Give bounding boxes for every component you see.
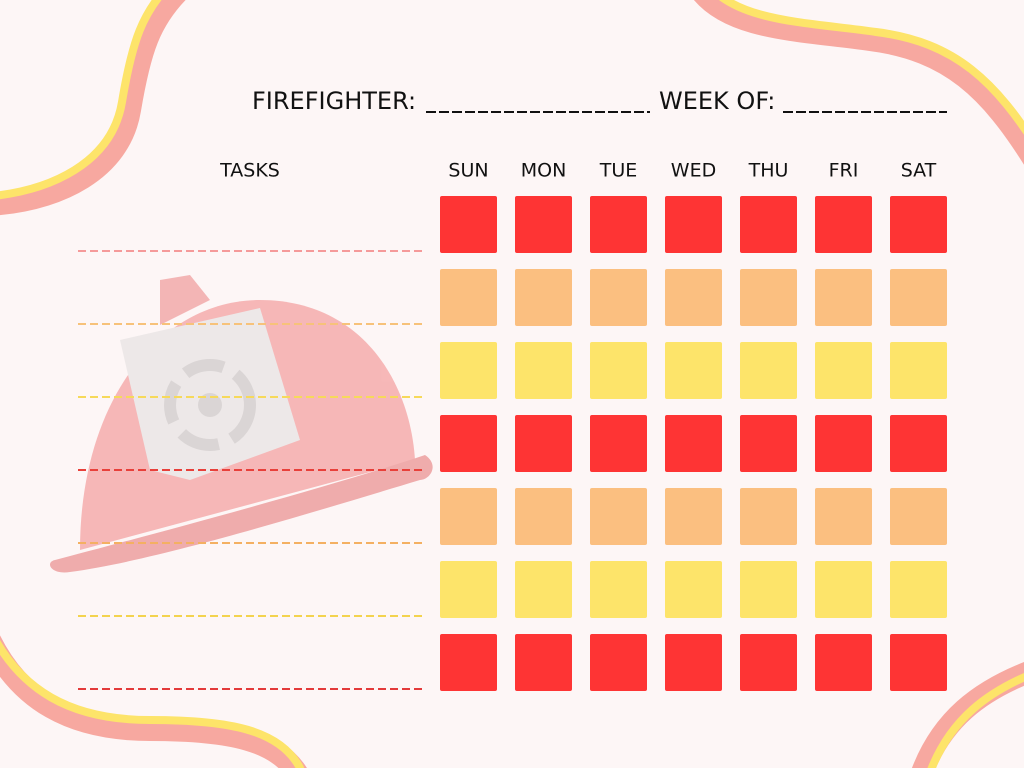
- wave: [0, 635, 307, 768]
- check-box: [440, 269, 497, 326]
- check-box: [440, 196, 497, 253]
- check-box: [740, 561, 797, 618]
- check-box: [890, 561, 947, 618]
- check-box: [440, 342, 497, 399]
- check-box: [890, 634, 947, 691]
- check-box: [665, 415, 722, 472]
- check-box: [740, 196, 797, 253]
- badge-emblem: [164, 359, 256, 451]
- check-box: [515, 342, 572, 399]
- day-label: TUE: [599, 160, 638, 182]
- wave: [0, 0, 186, 216]
- check-box: [515, 196, 572, 253]
- wave: [0, 0, 162, 200]
- wave: [0, 640, 304, 768]
- check-box: [815, 269, 872, 326]
- check-box: [815, 634, 872, 691]
- check-box: [590, 415, 647, 472]
- check-box: [815, 561, 872, 618]
- tasks-label: TASKS: [219, 160, 280, 182]
- week-label: WEEK OF:: [659, 87, 775, 115]
- check-box: [815, 415, 872, 472]
- check-box: [590, 488, 647, 545]
- check-box: [440, 634, 497, 691]
- check-box: [740, 269, 797, 326]
- check-box: [515, 561, 572, 618]
- check-box: [590, 269, 647, 326]
- check-box: [515, 488, 572, 545]
- check-box: [740, 634, 797, 691]
- check-box: [440, 561, 497, 618]
- check-box: [665, 196, 722, 253]
- check-box: [815, 342, 872, 399]
- check-box: [590, 196, 647, 253]
- badge-emblem: [198, 393, 222, 417]
- check-box: [590, 342, 647, 399]
- check-box: [665, 488, 722, 545]
- check-box: [440, 488, 497, 545]
- check-box: [890, 269, 947, 326]
- check-box: [665, 342, 722, 399]
- chart-grid: SUN MON TUE WED THU FRI SAT: [78, 160, 947, 691]
- day-label: MON: [521, 160, 567, 182]
- check-box: [740, 342, 797, 399]
- check-box: [740, 415, 797, 472]
- check-box: [440, 415, 497, 472]
- day-label: WED: [671, 160, 716, 182]
- day-label: SUN: [448, 160, 488, 182]
- check-box: [515, 634, 572, 691]
- day-label: SAT: [901, 160, 937, 182]
- helmet-illustration: [50, 275, 433, 573]
- check-box: [890, 415, 947, 472]
- check-box: [890, 342, 947, 399]
- wave: [719, 0, 1024, 135]
- check-box: [590, 634, 647, 691]
- helmet-crest: [160, 275, 210, 325]
- day-label: FRI: [829, 160, 859, 182]
- check-box: [815, 488, 872, 545]
- name-label: FIREFIGHTER:: [252, 87, 416, 115]
- day-label: THU: [748, 160, 789, 182]
- check-box: [590, 561, 647, 618]
- check-box: [815, 196, 872, 253]
- check-box: [890, 488, 947, 545]
- wave: [694, 0, 1024, 165]
- check-box: [890, 196, 947, 253]
- check-box: [515, 269, 572, 326]
- check-box: [665, 269, 722, 326]
- check-box: [515, 415, 572, 472]
- check-box: [665, 561, 722, 618]
- check-box: [665, 634, 722, 691]
- check-box: [740, 488, 797, 545]
